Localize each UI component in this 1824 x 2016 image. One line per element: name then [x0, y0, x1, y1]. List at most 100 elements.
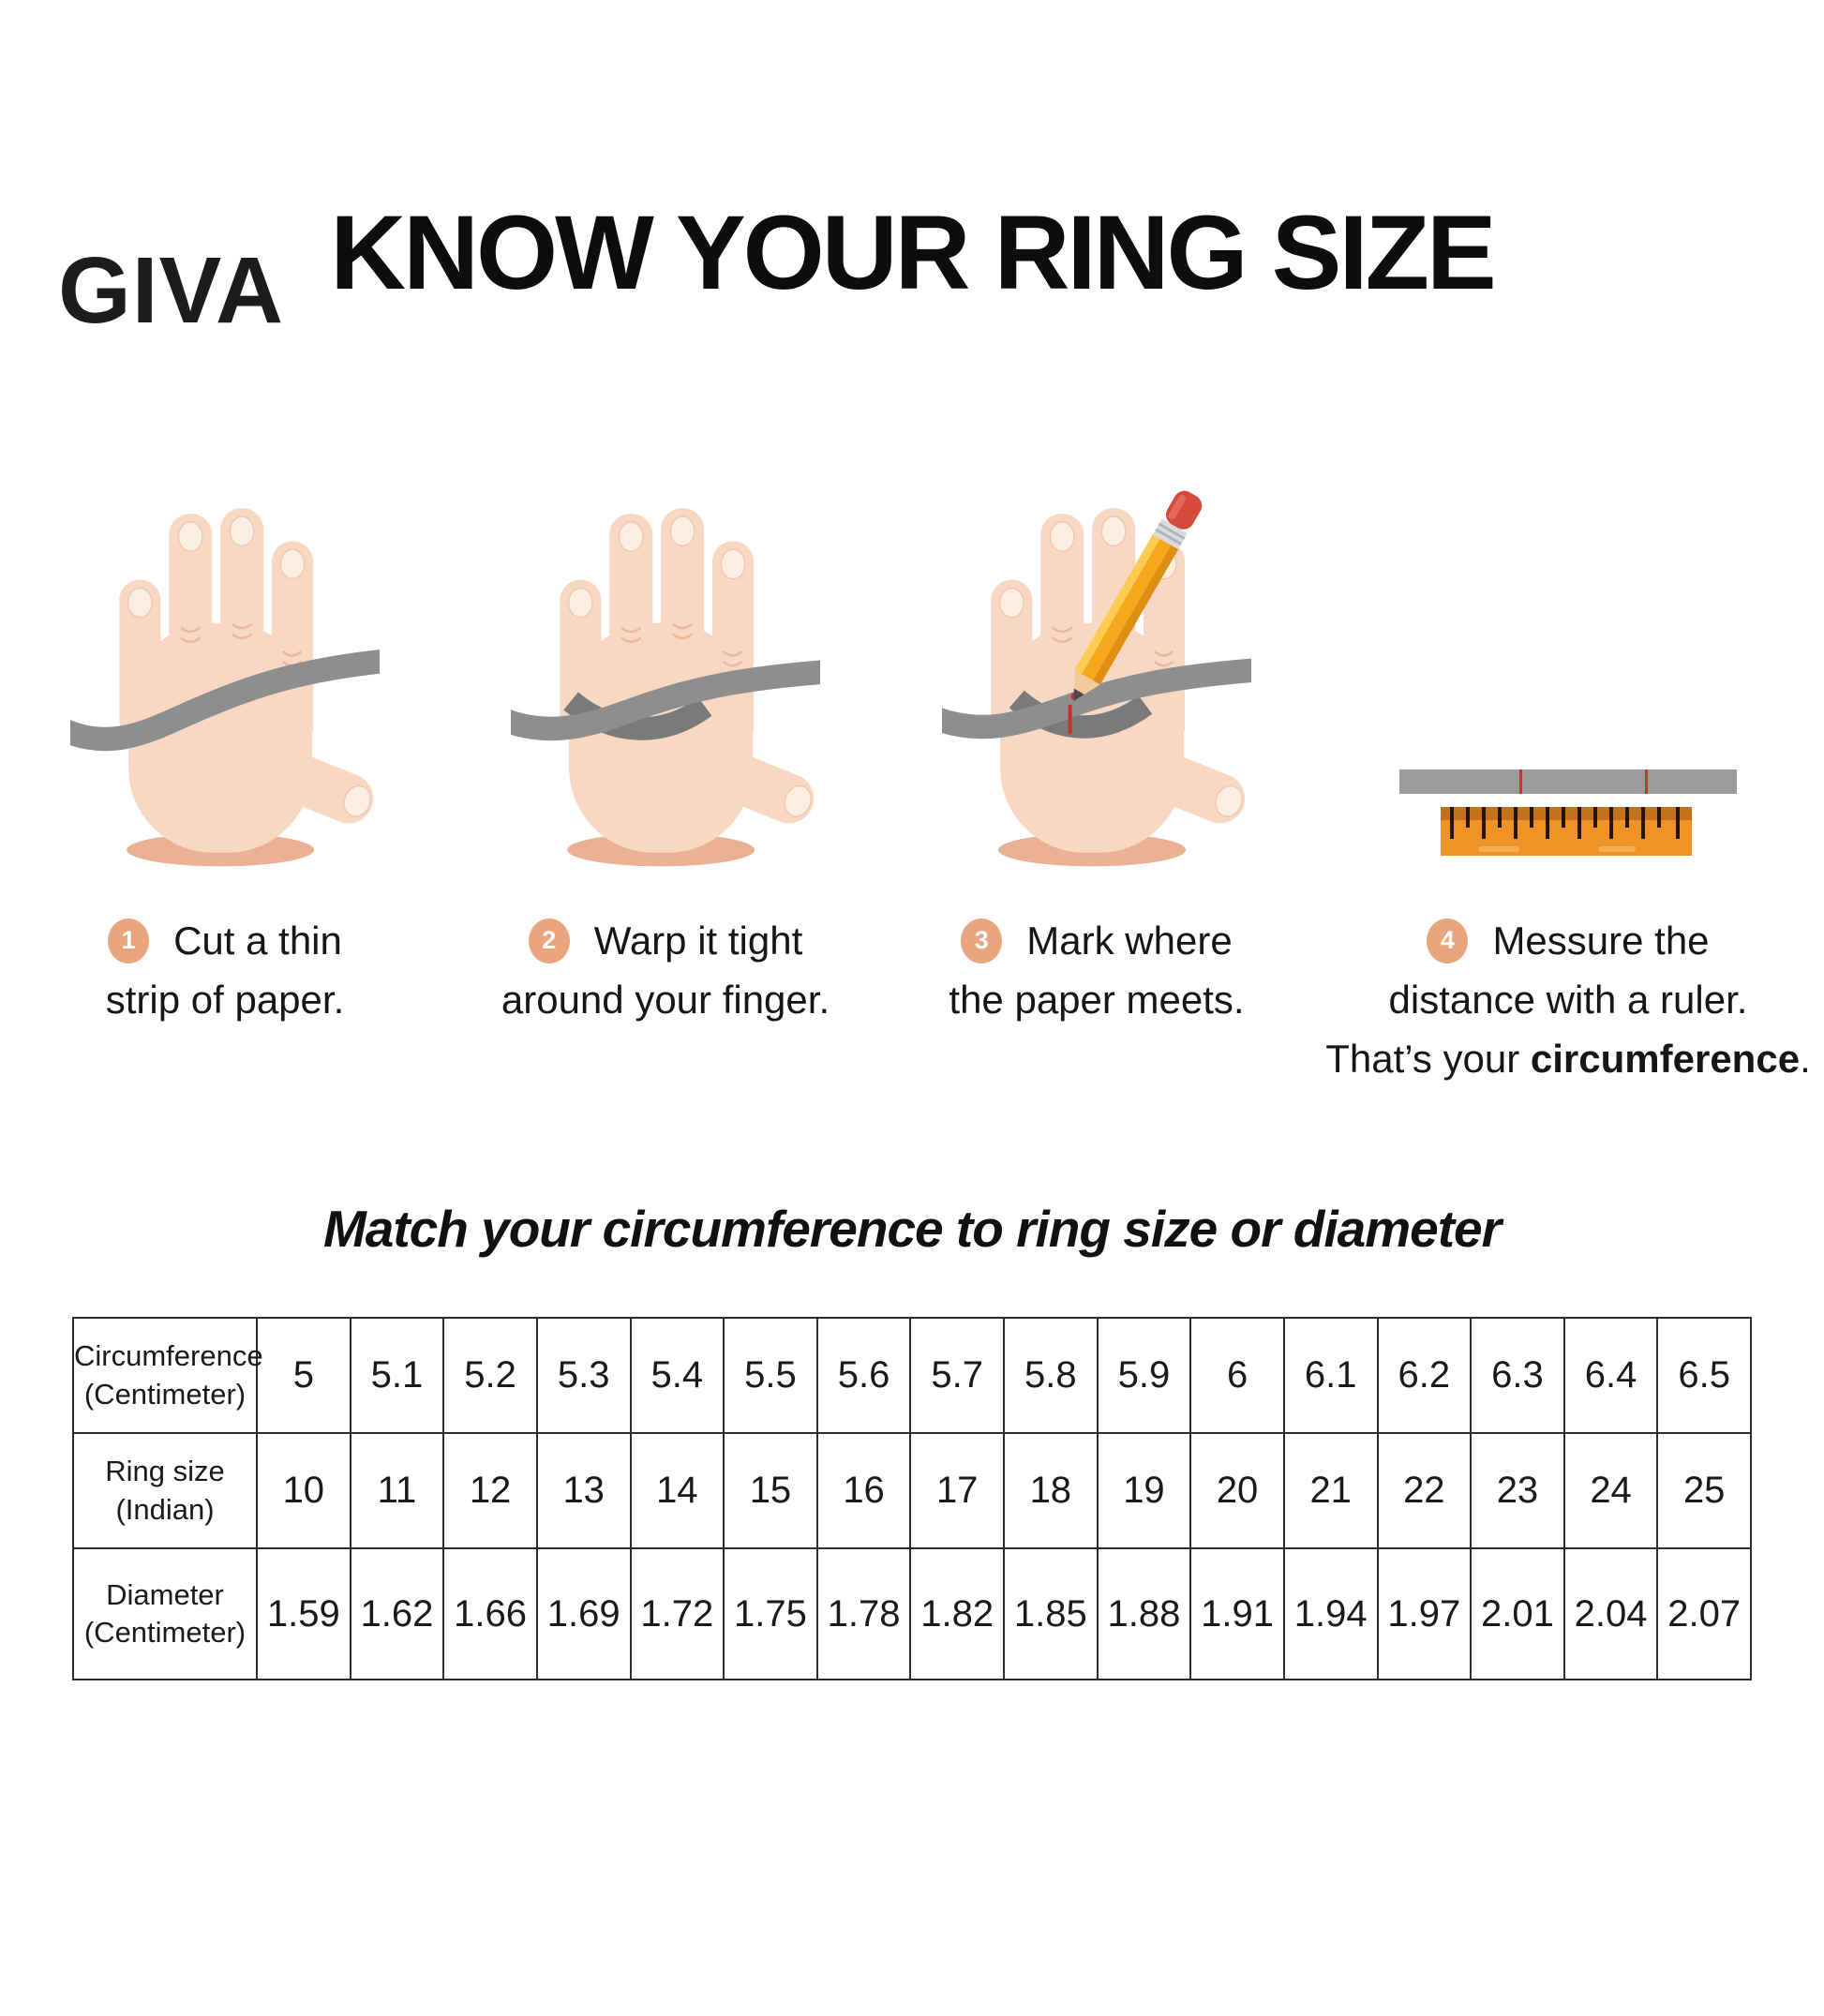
- step-1-illustration: [0, 411, 450, 885]
- size-cell: 6.1: [1282, 1317, 1379, 1434]
- page-title: KNOW YOUR RING SIZE: [330, 194, 1496, 311]
- size-cell: 5.2: [442, 1317, 538, 1434]
- step-2-text-line-1: Warp it tight: [593, 918, 803, 963]
- orange-ruler: [1441, 807, 1692, 856]
- hand-wrapped-strip-illustration: [511, 506, 820, 868]
- table-row: Circumference (Centimeter) 5 5.1 5.2 5.3 5.4 5.…: [72, 1317, 1752, 1434]
- size-cell: 24: [1562, 1432, 1659, 1549]
- giva-logo: GIVA: [58, 238, 285, 343]
- paper-strip: [70, 650, 380, 752]
- pencil-icon: [1073, 490, 1203, 701]
- size-cell: 5.9: [1096, 1317, 1192, 1434]
- size-cell: 17: [909, 1432, 1005, 1549]
- size-cell: 25: [1656, 1432, 1752, 1549]
- hand-with-paper-strip-illustration: [70, 506, 380, 868]
- size-cell: 1.69: [535, 1547, 632, 1680]
- size-cell: 22: [1376, 1432, 1473, 1549]
- hand-marking-illustration: [942, 490, 1251, 868]
- step-1-text-line-1: Cut a thin: [173, 918, 342, 963]
- step-1: 1 Cut a thin strip of paper.: [0, 411, 450, 1088]
- size-table-body: Circumference (Centimeter) 5 5.1 5.2 5.3 5.4 5.…: [72, 1317, 1752, 1680]
- size-cell: 5.6: [815, 1317, 912, 1434]
- step-4-line3-plain: That’s your: [1325, 1037, 1531, 1081]
- size-cell: 19: [1096, 1432, 1192, 1549]
- step-2-illustration: [450, 411, 881, 885]
- size-cell: 1.82: [909, 1547, 1005, 1680]
- size-cell: 6.5: [1656, 1317, 1752, 1434]
- table-title: Match your circumference to ring size or…: [322, 1200, 1502, 1258]
- size-cell: 21: [1282, 1432, 1379, 1549]
- size-cell: 10: [256, 1432, 351, 1549]
- size-cell: 15: [723, 1432, 818, 1549]
- size-cell: 13: [535, 1432, 632, 1549]
- step-3: 3 Mark where the paper meets.: [881, 411, 1312, 1088]
- size-cell: 16: [815, 1432, 912, 1549]
- row-label: Diameter (Centimeter): [72, 1547, 258, 1680]
- step-4-line3-end: .: [1800, 1037, 1811, 1081]
- step-3-illustration: [881, 411, 1312, 885]
- step-2-number-badge: 2: [528, 918, 570, 963]
- size-cell: 6.4: [1562, 1317, 1659, 1434]
- step-4-illustration: [1312, 411, 1824, 885]
- size-cell: 5.8: [1003, 1317, 1099, 1434]
- size-cell: 2.04: [1562, 1547, 1659, 1680]
- ruler-illustration: [1399, 769, 1737, 856]
- step-2-caption: 2 Warp it tight around your finger.: [501, 911, 830, 1029]
- table-row: Ring size (Indian) 10 11 12 13 14 15 16 17 18 19 20 2…: [72, 1432, 1752, 1549]
- size-cell: 2.01: [1470, 1547, 1565, 1680]
- size-cell: 1.62: [349, 1547, 445, 1680]
- size-cell: 11: [349, 1432, 445, 1549]
- step-4-text-line-2: distance with a ruler.: [1388, 978, 1748, 1022]
- size-cell: 6: [1189, 1317, 1285, 1434]
- size-table: Circumference (Centimeter) 5 5.1 5.2 5.3 5.4 5.…: [72, 1317, 1752, 1680]
- size-cell: 5.1: [349, 1317, 445, 1434]
- step-4-text-line-1: Messure the: [1492, 918, 1710, 963]
- size-cell: 5.4: [629, 1317, 725, 1434]
- size-cell: 1.85: [1003, 1547, 1099, 1680]
- red-mark-left: [1519, 769, 1522, 794]
- size-cell: 5: [256, 1317, 351, 1434]
- step-3-number-badge: 3: [961, 918, 1003, 963]
- size-cell: 23: [1470, 1432, 1565, 1549]
- table-row: Diameter (Centimeter) 1.59 1.62 1.66 1.69 1.72…: [72, 1547, 1752, 1680]
- size-cell: 5.3: [535, 1317, 632, 1434]
- size-cell: 1.75: [723, 1547, 818, 1680]
- size-cell: 1.88: [1096, 1547, 1192, 1680]
- size-cell: 1.94: [1282, 1547, 1379, 1680]
- size-cell: 6.2: [1376, 1317, 1473, 1434]
- size-cell: 1.66: [442, 1547, 538, 1680]
- paper-strip: [942, 658, 1251, 739]
- red-mark-right: [1645, 769, 1648, 794]
- size-cell: 1.78: [815, 1547, 912, 1680]
- size-cell: 1.97: [1376, 1547, 1473, 1680]
- step-1-number-badge: 1: [108, 918, 150, 963]
- paper-strip-fold: [563, 692, 712, 740]
- size-cell: 1.59: [256, 1547, 351, 1680]
- step-4-text-line-3: That’s your circumference.: [1325, 1029, 1810, 1088]
- steps-section: 1 Cut a thin strip of paper. 2 Warp it t…: [0, 411, 1824, 1088]
- step-1-text-line-2: strip of paper.: [105, 978, 345, 1022]
- step-1-caption: 1 Cut a thin strip of paper.: [106, 911, 344, 1029]
- size-cell: 1.72: [629, 1547, 725, 1680]
- size-cell: 12: [442, 1432, 538, 1549]
- size-cell: 5.7: [909, 1317, 1005, 1434]
- step-3-caption: 3 Mark where the paper meets.: [949, 911, 1245, 1029]
- size-cell: 18: [1003, 1432, 1099, 1549]
- step-4: 4 Messure the distance with a ruler. Tha…: [1312, 411, 1824, 1088]
- step-4-number-badge: 4: [1427, 918, 1469, 963]
- measured-paper-strip: [1399, 769, 1737, 794]
- row-label: Circumference (Centimeter): [72, 1317, 263, 1434]
- size-cell: 6.3: [1470, 1317, 1565, 1434]
- size-cell: 20: [1189, 1432, 1285, 1549]
- size-cell: 2.07: [1656, 1547, 1752, 1680]
- size-cell: 1.91: [1189, 1547, 1285, 1680]
- step-4-caption: 4 Messure the distance with a ruler. Tha…: [1325, 911, 1811, 1088]
- paper-strip: [511, 660, 820, 741]
- size-cell: 14: [629, 1432, 725, 1549]
- step-2: 2 Warp it tight around your finger.: [450, 411, 881, 1088]
- row-label: Ring size (Indian): [72, 1432, 258, 1549]
- size-cell: 5.5: [723, 1317, 818, 1434]
- step-3-text-line-1: Mark where: [1026, 918, 1233, 963]
- step-2-text-line-2: around your finger.: [501, 978, 830, 1022]
- step-4-line3-bold: circumference: [1530, 1037, 1801, 1081]
